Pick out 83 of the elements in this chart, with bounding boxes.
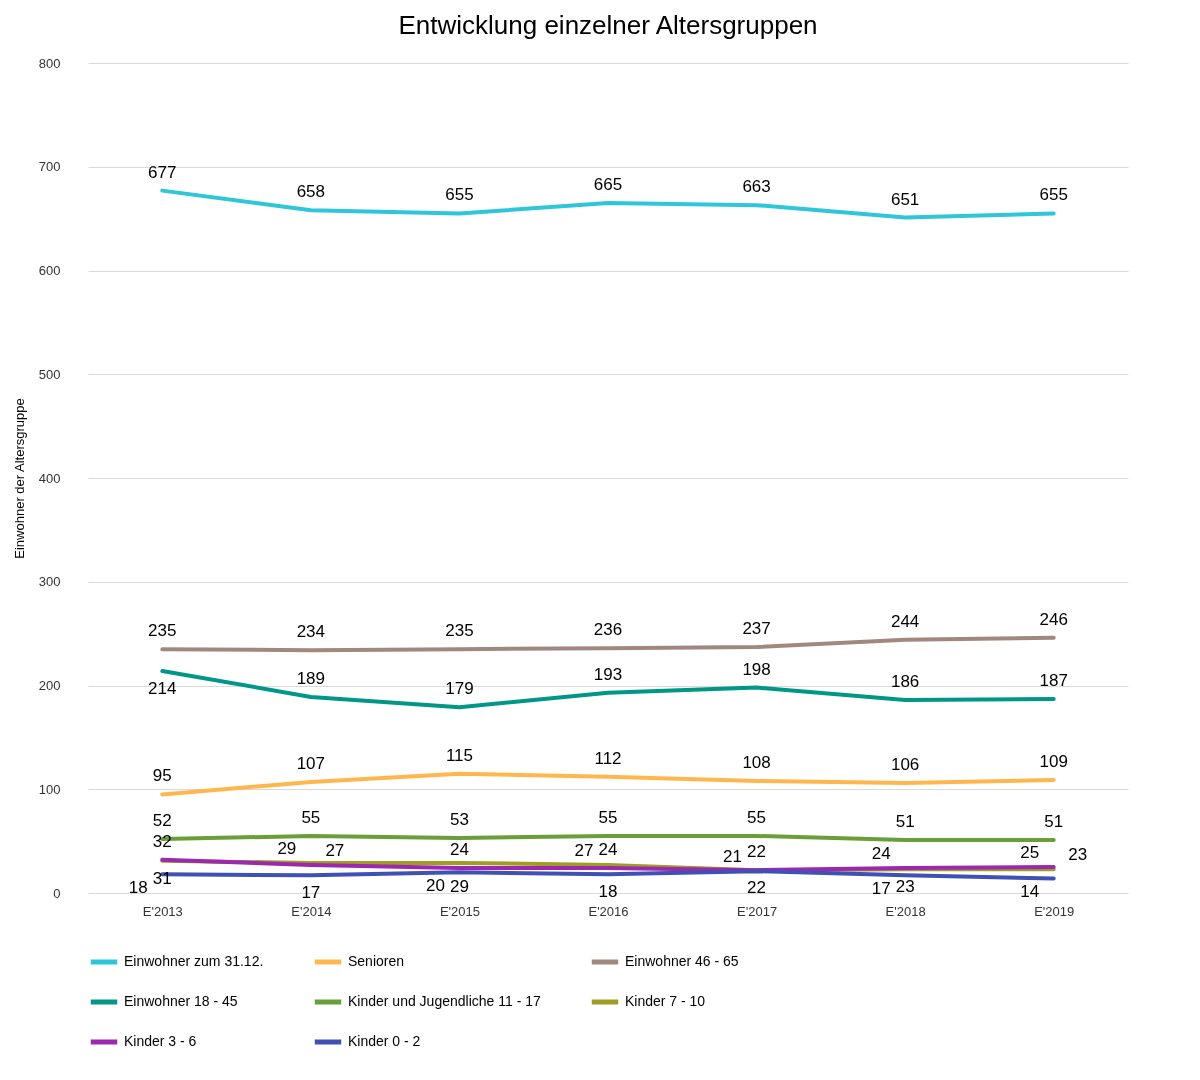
data-label: 53 bbox=[449, 810, 469, 830]
data-label: 236 bbox=[593, 620, 623, 640]
data-label: 29 bbox=[277, 838, 297, 858]
x-tick-label: E'2014 bbox=[291, 903, 332, 919]
data-label: 186 bbox=[890, 672, 920, 692]
data-label: 106 bbox=[890, 755, 920, 775]
data-label: 29 bbox=[449, 876, 469, 896]
data-label: 55 bbox=[301, 807, 321, 827]
legend-label: Einwohner 18 - 45 bbox=[124, 993, 238, 1009]
data-label: 214 bbox=[148, 678, 177, 698]
data-label: 663 bbox=[742, 177, 771, 197]
data-label: 22 bbox=[747, 878, 767, 898]
data-label: 235 bbox=[148, 621, 177, 641]
data-label: 31 bbox=[152, 868, 172, 888]
data-label: 235 bbox=[445, 621, 474, 641]
y-tick-label: 400 bbox=[38, 470, 61, 486]
data-label: 22 bbox=[747, 842, 767, 862]
data-label: 115 bbox=[445, 745, 473, 765]
y-tick-label: 800 bbox=[38, 55, 61, 71]
x-tick-label: E'2017 bbox=[737, 903, 778, 919]
data-label: 651 bbox=[890, 189, 920, 209]
data-label: 55 bbox=[747, 807, 767, 827]
data-label: 658 bbox=[296, 182, 326, 202]
data-label: 52 bbox=[152, 811, 172, 831]
data-label: 179 bbox=[445, 679, 474, 699]
legend-label: Kinder 3 - 6 bbox=[124, 1033, 197, 1049]
data-label: 108 bbox=[742, 752, 771, 772]
data-label: 95 bbox=[152, 766, 172, 786]
data-label: 51 bbox=[1044, 812, 1064, 832]
x-tick-label: E'2019 bbox=[1034, 903, 1075, 919]
y-tick-label: 600 bbox=[38, 263, 61, 278]
legend-label: Kinder 7 - 10 bbox=[625, 993, 706, 1009]
data-label: 23 bbox=[895, 877, 915, 897]
data-label: 23 bbox=[1068, 845, 1088, 865]
data-label: 187 bbox=[1039, 670, 1068, 690]
chart-title: Entwicklung einzelner Altersgruppen bbox=[398, 10, 818, 40]
x-tick-label: E'2013 bbox=[142, 903, 183, 919]
y-axis-title: Einwohner der Altersgruppe bbox=[11, 398, 27, 559]
x-tick-label: E'2015 bbox=[439, 903, 480, 919]
data-label: 24 bbox=[449, 840, 469, 860]
x-tick-label: E'2016 bbox=[588, 903, 629, 919]
y-tick-label: 500 bbox=[38, 366, 61, 382]
data-label: 32 bbox=[152, 831, 172, 851]
data-label: 51 bbox=[895, 812, 915, 832]
data-label: 25 bbox=[1020, 843, 1040, 863]
data-label: 665 bbox=[593, 175, 623, 195]
data-label: 20 bbox=[425, 876, 445, 896]
data-label: 189 bbox=[296, 668, 326, 688]
y-tick-label: 100 bbox=[38, 781, 61, 797]
data-label: 18 bbox=[128, 878, 148, 898]
data-label: 17 bbox=[301, 883, 321, 903]
data-label: 198 bbox=[742, 659, 771, 679]
data-label: 109 bbox=[1039, 751, 1068, 771]
data-label: 234 bbox=[296, 622, 326, 642]
data-label: 246 bbox=[1039, 609, 1068, 629]
data-label: 677 bbox=[148, 162, 177, 182]
legend-label: Senioren bbox=[348, 953, 405, 969]
data-label: 27 bbox=[574, 840, 594, 860]
data-label: 14 bbox=[1020, 882, 1040, 902]
data-label: 55 bbox=[598, 807, 618, 827]
data-label: 21 bbox=[723, 847, 743, 867]
y-tick-label: 700 bbox=[38, 159, 61, 175]
data-label: 17 bbox=[871, 879, 891, 899]
legend-label: Kinder 0 - 2 bbox=[348, 1033, 421, 1049]
y-tick-label: 0 bbox=[53, 885, 61, 901]
data-label: 24 bbox=[598, 840, 618, 860]
data-label: 237 bbox=[742, 619, 771, 639]
legend-label: Kinder und Jugendliche 11 - 17 bbox=[348, 993, 541, 1009]
legend-label: Einwohner 46 - 65 bbox=[625, 953, 739, 969]
x-tick-label: E'2018 bbox=[885, 903, 926, 919]
data-label: 655 bbox=[1039, 185, 1068, 205]
data-label: 193 bbox=[593, 664, 623, 684]
line-series bbox=[160, 635, 1056, 653]
data-label: 244 bbox=[890, 611, 920, 631]
data-label: 107 bbox=[296, 753, 326, 773]
data-label: 18 bbox=[598, 882, 618, 902]
data-label: 112 bbox=[594, 748, 622, 768]
y-tick-label: 300 bbox=[38, 574, 61, 590]
legend-label: Einwohner zum 31.12. bbox=[124, 953, 264, 969]
data-label: 655 bbox=[445, 185, 474, 205]
data-label: 24 bbox=[871, 844, 891, 864]
data-label: 27 bbox=[325, 840, 345, 860]
y-tick-label: 200 bbox=[38, 678, 61, 693]
